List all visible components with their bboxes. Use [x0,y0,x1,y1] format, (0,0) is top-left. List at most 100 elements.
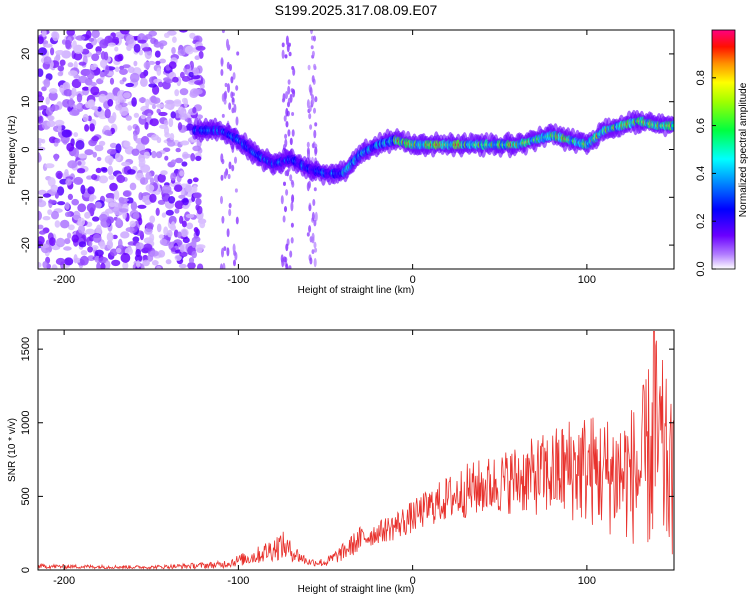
snr-x-tick-label: 100 [578,575,596,587]
spectrogram-cell [177,231,182,239]
spectrogram-cell [191,75,201,80]
spectrogram-cell [155,207,160,216]
spectrogram-cell [179,215,184,224]
spectrogram-cell [311,211,315,222]
spectrogram-cell [92,151,98,158]
spectrogram-cell [55,257,66,266]
spectrogram-cell [154,50,161,58]
spectrogram-cell [133,60,138,67]
spectrogram-cell [55,237,66,248]
spectrogram-cell [227,44,231,51]
spectrogram-cell [179,30,188,33]
spectrogram-cell [169,133,175,141]
spectrogram-cell [194,55,200,60]
spectrogram-cell [192,145,202,152]
spectrogram-y-tick-label: 20 [20,48,32,60]
spectrogram-cell [109,142,118,149]
spectrogram-cell [41,86,47,92]
spectrogram-cell [159,42,164,50]
spectrogram-cell [235,116,239,126]
spectrogram-cell [291,194,295,204]
snr-line [38,331,674,570]
spectrogram-cell [168,215,177,225]
spectrogram-cell [127,169,136,175]
spectrogram-cell [86,175,93,180]
spectrogram-cell [137,204,147,209]
spectrogram-cell [122,64,131,69]
spectrogram-cell [195,204,200,211]
spectrogram-x-tick-label: -100 [227,274,249,286]
spectrogram-cell [127,66,135,74]
spectrogram-cell [47,177,56,187]
spectrogram-cell [186,123,194,131]
spectrogram-cell [38,210,42,221]
spectrogram-cell [182,237,190,244]
spectrogram-cell [292,88,296,98]
spectrogram-cell [314,96,318,103]
spectrogram-cell [144,200,150,206]
spectrogram-cell [145,171,152,180]
spectrogram-cell [223,171,227,180]
spectrogram-cell [132,236,140,243]
spectrogram-cell [129,220,136,228]
spectrogram-cell [107,42,116,47]
spectrogram-cell [38,115,44,124]
spectrogram-cell [76,93,83,103]
spectrogram-cell [107,165,114,176]
spectrogram-cell [234,156,237,164]
spectrogram-cell [87,81,97,87]
spectrogram-cell [184,64,191,70]
snr-frame [37,329,675,571]
spectrogram-cell [222,262,226,269]
spectrogram-cell [113,189,120,200]
spectrogram-cell [291,129,295,137]
spectrogram-cell [181,97,188,104]
spectrogram-cell [135,242,144,250]
spectrogram-cell [178,263,187,269]
spectrogram-cell [219,263,223,269]
spectrogram-cell [308,105,312,112]
spectrogram-cell [66,232,72,239]
spectrogram-cell [314,247,318,253]
spectrogram-cell [42,216,51,221]
spectrogram-cells [38,30,674,269]
spectrogram-cell [221,30,225,34]
colorbar-tick-label: 0.6 [695,118,707,133]
spectrogram-cell [73,132,79,138]
spectrogram-cell [220,195,223,205]
spectrogram-cell [196,114,203,120]
spectrogram-cell [38,236,45,245]
spectrogram-cell [195,244,203,253]
spectrogram-cell [38,224,44,230]
spectrogram-cell [192,88,203,95]
spectrogram-cell [138,192,143,201]
spectrogram-cell [132,212,140,220]
spectrogram-cell [177,49,186,56]
snr-y-tick-label: 1500 [20,337,32,361]
spectrogram-cell [192,106,197,114]
spectrogram-cell [156,223,162,233]
spectrogram-cell [144,49,152,60]
spectrogram-cell [184,185,192,192]
spectrogram-cell [230,76,234,84]
spectrogram-cell [138,49,143,56]
spectrogram-cell [94,201,102,209]
spectrogram-cell [65,39,72,49]
spectrogram-cell [92,216,100,222]
spectrogram-cell [51,104,60,111]
spectrogram-cell [57,65,65,72]
spectrogram-cell [45,107,54,116]
snr-x-tick-label: -200 [53,575,75,587]
spectrogram-cell [115,104,123,111]
spectrogram-cell [220,57,224,67]
spectrogram-cell [199,220,206,229]
spectrogram-cell [134,125,140,135]
spectrogram-cell [159,238,168,246]
spectrogram-cell [45,96,50,105]
spectrogram-cell [182,197,189,206]
spectrogram-cell [236,51,240,56]
spectrogram-cell [167,229,173,238]
spectrogram-cell [157,173,166,183]
spectrogram-cell [157,199,166,205]
